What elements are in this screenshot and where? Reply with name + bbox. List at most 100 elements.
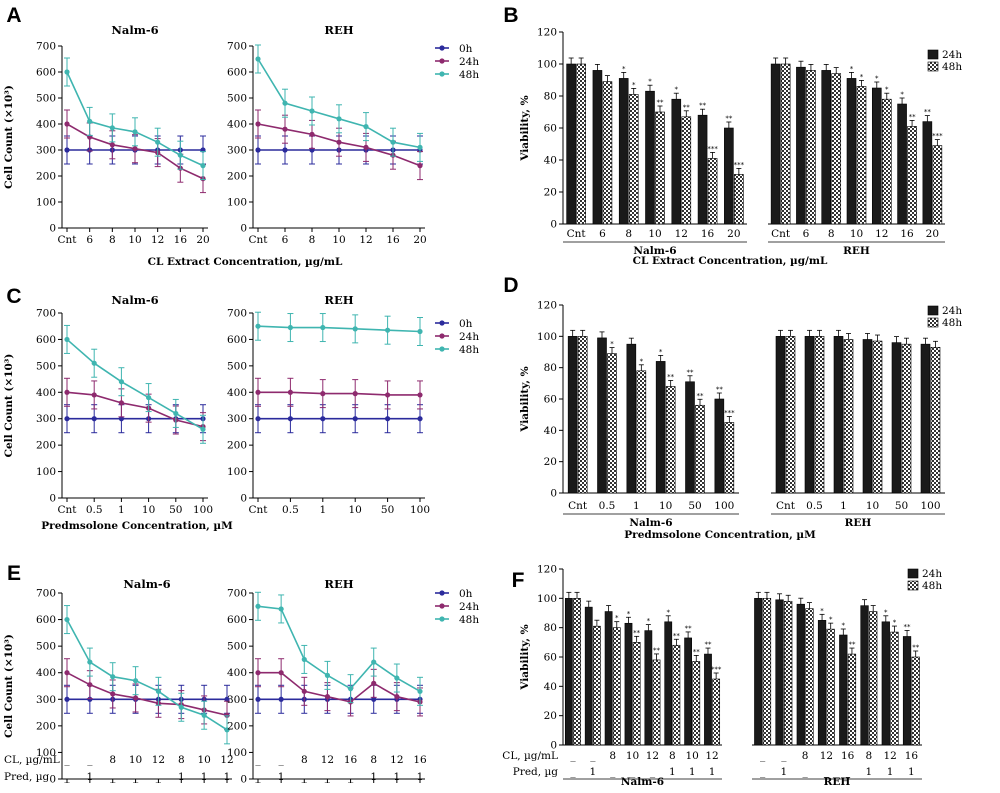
data-point: [64, 416, 70, 422]
significance-mark: **: [685, 624, 693, 632]
subplot-nalm-6: 0 100 200 300 400 500 600 700 Nalm-6 _ _ 8 10 12 8 10 12…: [36, 577, 234, 786]
data-point: [155, 688, 162, 694]
significance-mark: ***: [707, 145, 718, 153]
data-point: [255, 670, 261, 676]
bar-48h: [890, 631, 899, 746]
data-point: [417, 144, 423, 150]
series-line-24h: [258, 671, 421, 703]
bar-48h: [707, 158, 718, 225]
bar-48h: [831, 73, 842, 225]
x-tick-label: Cnt: [567, 228, 587, 240]
cl-label: 12: [820, 750, 833, 762]
legend-swatch-48h: [927, 317, 939, 328]
x-tick-label: 16: [386, 234, 400, 246]
bar-24h: [567, 336, 578, 494]
significance-mark: *: [659, 348, 663, 356]
x-tick-label: 12: [359, 234, 372, 246]
significance-mark: **: [673, 632, 681, 640]
pred-label: 1: [370, 771, 377, 783]
legend-swatch-48h: [927, 61, 939, 72]
y-tick-label: 600: [227, 334, 247, 346]
pred-label: _: [348, 771, 354, 783]
x-tick-label: 16: [174, 234, 188, 246]
cl-label: 12: [390, 754, 403, 766]
data-point: [417, 328, 423, 335]
data-point: [371, 696, 377, 702]
pred-label: 1: [589, 766, 596, 778]
row-label: CL, µg/mL: [502, 750, 558, 762]
x-tick-label: 0.5: [599, 500, 616, 512]
x-tick-label: 8: [309, 234, 316, 246]
cl-label: 12: [646, 750, 659, 762]
pred-label: _: [570, 766, 576, 778]
y-tick-label: 100: [227, 466, 247, 478]
x-tick-label: 16: [701, 228, 715, 240]
data-point: [91, 416, 97, 422]
y-tick-label: 80: [544, 91, 557, 103]
y-tick-label: 0: [550, 488, 557, 500]
bar-24h: [618, 78, 629, 225]
row-label: CL, µg/mL: [4, 754, 60, 766]
y-tick-label: 700: [36, 41, 56, 53]
bar-48h: [805, 608, 814, 746]
y-tick-label: 200: [36, 440, 56, 452]
y-tick-label: 0: [240, 223, 247, 235]
data-point: [64, 696, 70, 702]
bar-24h: [624, 622, 633, 746]
bar-48h: [602, 81, 613, 225]
y-tick-label: 60: [544, 394, 557, 406]
series-line-48h: [66, 338, 204, 430]
pred-label: _: [110, 771, 116, 783]
y-tick-label: 600: [227, 614, 247, 626]
x-tick-label: 20: [196, 234, 209, 246]
bar-48h: [628, 94, 639, 225]
y-tick-label: 300: [36, 694, 56, 706]
x-tick-label: 20: [727, 228, 740, 240]
cl-label: 10: [197, 754, 210, 766]
data-point: [155, 139, 161, 145]
bar-24h: [697, 114, 708, 225]
bar-48h: [856, 86, 867, 225]
y-tick-label: 700: [36, 308, 56, 320]
pred-label: 1: [709, 766, 716, 778]
bar-24h: [626, 343, 637, 494]
significance-mark: **: [653, 646, 661, 654]
legend-label: 0h: [459, 588, 473, 600]
bar-48h: [573, 598, 581, 746]
bar-24h: [724, 127, 734, 225]
legend-label: 24h: [942, 305, 962, 317]
bar-48h: [784, 600, 793, 746]
data-point: [255, 323, 261, 329]
significance-mark: ***: [734, 161, 745, 169]
legend-marker: [439, 603, 445, 609]
x-tick-label: 50: [381, 504, 394, 516]
data-point: [178, 704, 184, 710]
series-line-48h: [257, 325, 421, 333]
pred-label: 1: [224, 771, 231, 783]
data-point: [224, 696, 230, 702]
significance-mark: **: [699, 102, 707, 110]
pred-label: _: [156, 771, 162, 783]
pred-label: _: [650, 766, 656, 778]
y-tick-label: 0: [240, 493, 247, 505]
legend-swatch-48h: [907, 580, 919, 591]
pred-label: 1: [866, 766, 873, 778]
data-point: [417, 163, 423, 169]
bar-24h: [770, 63, 781, 225]
bar-24h: [584, 606, 593, 746]
y-tick-label: 600: [36, 334, 56, 346]
data-point: [287, 324, 293, 331]
panel-label: A: [6, 4, 21, 27]
data-point: [352, 416, 358, 422]
data-point: [64, 121, 70, 127]
x-tick-label: 6: [599, 228, 606, 240]
y-tick-label: 200: [227, 171, 247, 183]
data-point: [347, 686, 354, 692]
bar-group-nalm-6: ___1*8_***10_***12_***81****101*****121N…: [563, 591, 722, 788]
bar-48h: [901, 343, 912, 494]
panel-label: B: [503, 4, 518, 27]
data-point: [91, 360, 97, 366]
